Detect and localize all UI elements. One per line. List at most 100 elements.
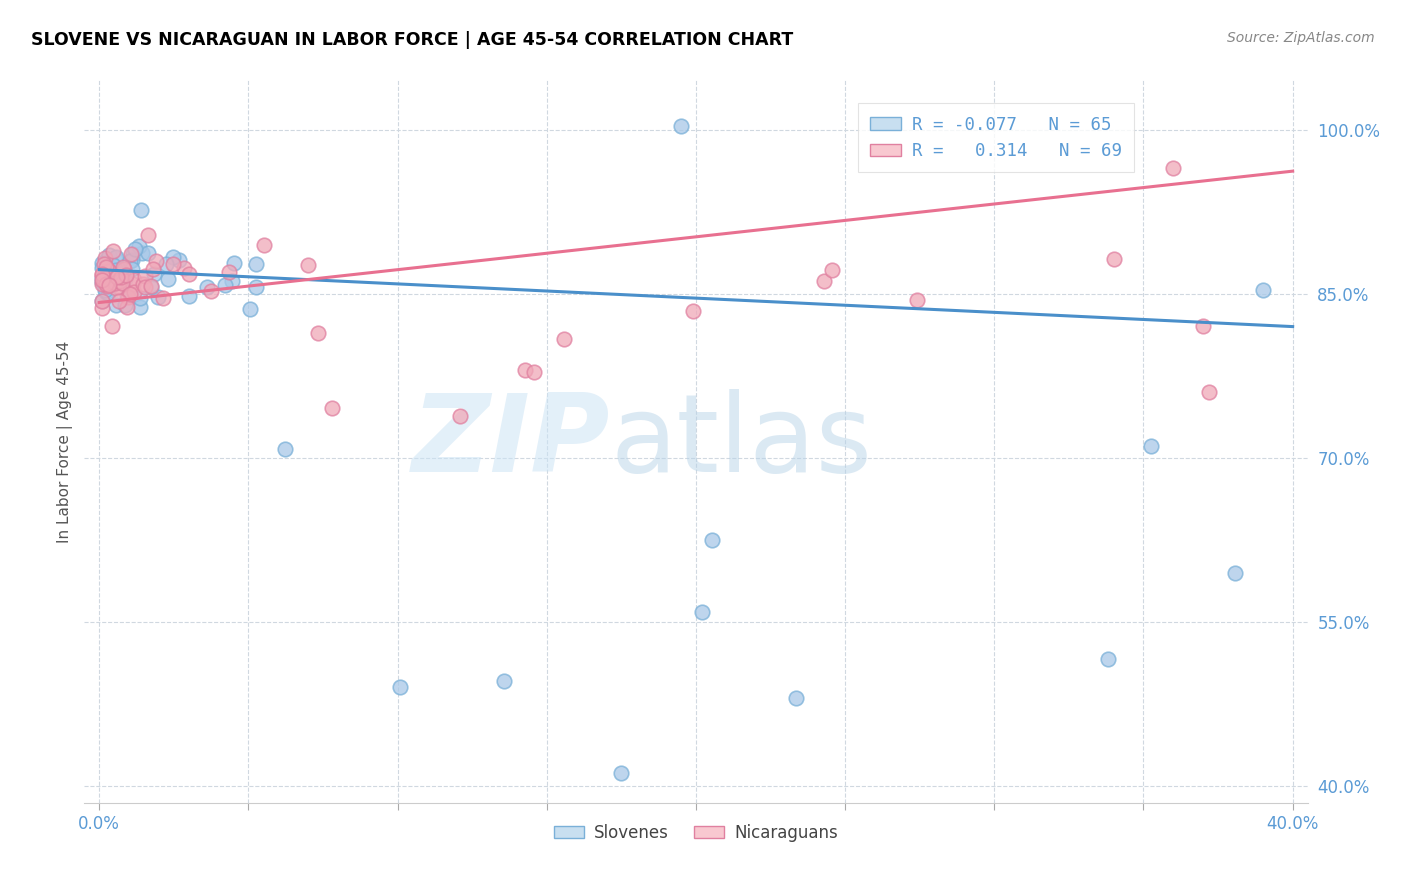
Point	[104, 276, 127, 290]
Point	[93, 267, 115, 281]
Point	[91, 271, 114, 285]
Point	[821, 263, 844, 277]
Point	[112, 261, 135, 276]
Point	[1102, 252, 1125, 266]
Point	[222, 256, 245, 270]
Point	[297, 259, 319, 273]
Point	[785, 691, 807, 706]
Point	[152, 291, 174, 305]
Point	[124, 242, 146, 256]
Point	[162, 257, 184, 271]
Point	[173, 261, 195, 276]
Point	[91, 268, 114, 283]
Point	[145, 253, 167, 268]
Point	[669, 120, 692, 134]
Point	[700, 533, 723, 547]
Point	[97, 285, 120, 300]
Point	[104, 297, 127, 311]
Point	[97, 279, 120, 293]
Point	[94, 283, 117, 297]
Point	[115, 289, 138, 303]
Point	[104, 276, 127, 290]
Point	[122, 277, 145, 291]
Point	[134, 268, 156, 283]
Point	[1163, 161, 1185, 175]
Point	[121, 262, 143, 277]
Point	[98, 248, 121, 262]
Point	[98, 252, 121, 267]
Point	[162, 250, 184, 264]
Text: atlas: atlas	[610, 389, 872, 494]
Point	[108, 272, 131, 286]
Y-axis label: In Labor Force | Age 45-54: In Labor Force | Age 45-54	[58, 341, 73, 542]
Point	[117, 300, 139, 314]
Point	[200, 285, 222, 299]
Point	[96, 278, 118, 293]
Point	[143, 267, 166, 281]
Point	[101, 258, 124, 272]
Point	[93, 251, 115, 265]
Point	[136, 246, 159, 260]
Point	[449, 409, 471, 423]
Point	[523, 365, 546, 379]
Point	[132, 277, 155, 291]
Point	[129, 300, 152, 314]
Point	[388, 680, 411, 694]
Point	[103, 275, 125, 289]
Point	[108, 274, 131, 288]
Point	[93, 257, 115, 271]
Point	[91, 272, 114, 286]
Point	[195, 280, 218, 294]
Point	[94, 260, 117, 274]
Point	[690, 605, 713, 619]
Point	[110, 263, 132, 277]
Point	[141, 262, 163, 277]
Point	[129, 202, 152, 217]
Text: ZIP: ZIP	[412, 389, 610, 494]
Point	[114, 271, 136, 285]
Point	[91, 301, 114, 315]
Point	[148, 290, 170, 304]
Point	[111, 260, 134, 274]
Point	[1192, 318, 1215, 333]
Point	[121, 247, 143, 261]
Point	[108, 280, 131, 294]
Point	[1198, 385, 1220, 400]
Legend: Slovenes, Nicaraguans: Slovenes, Nicaraguans	[547, 817, 845, 848]
Point	[98, 278, 121, 293]
Point	[553, 333, 575, 347]
Point	[179, 267, 201, 281]
Point	[104, 252, 127, 266]
Point	[91, 293, 114, 308]
Point	[94, 285, 117, 299]
Point	[214, 277, 236, 292]
Point	[167, 253, 190, 268]
Point	[122, 285, 145, 300]
Point	[104, 250, 127, 264]
Text: SLOVENE VS NICARAGUAN IN LABOR FORCE | AGE 45-54 CORRELATION CHART: SLOVENE VS NICARAGUAN IN LABOR FORCE | A…	[31, 31, 793, 49]
Point	[120, 287, 142, 301]
Point	[218, 265, 240, 279]
Point	[105, 269, 128, 284]
Point	[117, 290, 139, 304]
Point	[120, 247, 142, 261]
Point	[157, 271, 180, 285]
Point	[121, 252, 143, 267]
Point	[104, 281, 127, 295]
Point	[221, 274, 243, 288]
Point	[274, 442, 297, 457]
Point	[492, 673, 515, 688]
Point	[905, 293, 928, 307]
Point	[136, 227, 159, 242]
Point	[96, 278, 118, 293]
Point	[813, 274, 835, 288]
Point	[98, 276, 121, 290]
Point	[91, 260, 114, 275]
Point	[1223, 566, 1246, 580]
Point	[101, 244, 124, 259]
Point	[139, 280, 162, 294]
Point	[253, 238, 276, 252]
Point	[91, 256, 114, 270]
Point	[91, 293, 114, 308]
Point	[131, 245, 153, 260]
